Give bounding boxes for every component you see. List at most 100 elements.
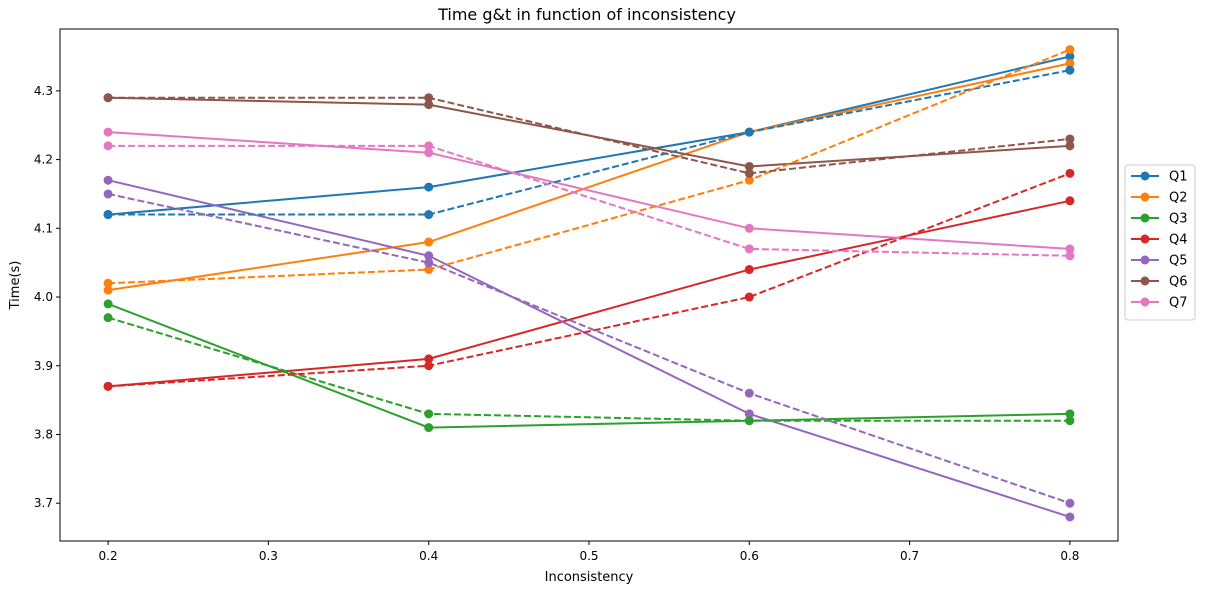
y-tick-label: 4.1 — [34, 221, 53, 235]
series-9 — [103, 313, 1075, 426]
data-point — [1065, 45, 1075, 55]
series-3 — [103, 196, 1075, 391]
series-6 — [103, 127, 1075, 254]
series-13 — [103, 141, 1075, 261]
data-point — [1065, 58, 1075, 68]
legend-marker — [1140, 276, 1150, 286]
x-tick-label: 0.8 — [1060, 549, 1079, 563]
x-tick-label: 0.2 — [99, 549, 118, 563]
series-line — [108, 48, 1071, 285]
data-point — [103, 381, 113, 391]
data-point — [1065, 251, 1075, 261]
legend-marker — [1140, 192, 1150, 202]
data-point — [103, 141, 113, 151]
data-point — [1065, 168, 1075, 178]
data-point — [424, 423, 434, 433]
x-tick-label: 0.6 — [740, 549, 759, 563]
series-line — [108, 172, 1071, 388]
x-tick-label: 0.4 — [419, 549, 438, 563]
y-axis-label: Time(s) — [8, 261, 23, 311]
legend-item: Q1 — [1131, 170, 1188, 185]
series-8 — [103, 45, 1075, 288]
y-tick-label: 4.2 — [34, 153, 53, 167]
series-line — [107, 192, 1071, 505]
y-tick-label: 3.9 — [34, 359, 53, 373]
data-point — [424, 93, 434, 103]
data-point — [744, 161, 754, 171]
x-axis-label: Inconsistency — [545, 570, 634, 585]
y-axis-ticks: 3.7 3.8 3.9 4.0 4.1 4.2 4.3 — [34, 84, 60, 510]
legend-marker — [1140, 255, 1150, 265]
series-11 — [103, 189, 1075, 508]
data-point — [103, 278, 113, 288]
series-line — [107, 302, 1070, 429]
series-line — [108, 131, 1070, 250]
data-point — [103, 210, 113, 220]
data-point — [1065, 51, 1075, 61]
x-axis-ticks: 0.2 0.3 0.4 0.5 0.6 0.7 0.8 — [99, 541, 1079, 563]
data-point — [1065, 196, 1075, 206]
data-point — [424, 258, 434, 268]
data-point — [1065, 141, 1075, 151]
data-point — [1065, 409, 1075, 419]
series-7 — [103, 65, 1075, 220]
series-line — [107, 316, 1070, 422]
data-point — [424, 100, 434, 110]
data-point — [1065, 244, 1075, 254]
legend-label: Q6 — [1169, 275, 1188, 290]
chart-title: Time g&t in function of inconsistency — [437, 5, 736, 24]
data-point — [424, 361, 434, 371]
y-tick-label: 3.7 — [34, 496, 53, 510]
x-tick-label: 0.7 — [900, 549, 919, 563]
legend-item: Q2 — [1131, 191, 1188, 206]
legend-label: Q2 — [1169, 191, 1188, 206]
y-tick-label: 3.8 — [34, 427, 53, 441]
series-10 — [103, 168, 1075, 391]
data-point — [744, 388, 754, 398]
series-12 — [103, 93, 1075, 178]
series-2 — [103, 299, 1075, 433]
legend-item: Q3 — [1131, 212, 1188, 227]
data-point — [1065, 498, 1075, 508]
plot-lines — [103, 45, 1075, 522]
legend-label: Q7 — [1169, 296, 1188, 311]
data-point — [424, 148, 434, 158]
data-point — [103, 285, 113, 295]
legend-marker — [1140, 213, 1150, 223]
series-line — [108, 55, 1071, 216]
series-1 — [103, 58, 1075, 295]
y-tick-label: 4.3 — [34, 84, 53, 98]
series-line — [107, 62, 1071, 292]
series-line — [108, 96, 1071, 175]
legend-marker — [1140, 297, 1150, 307]
legend-marker — [1140, 171, 1150, 181]
series-line — [108, 69, 1071, 216]
data-point — [744, 127, 754, 137]
data-point — [424, 409, 434, 419]
data-point — [1065, 134, 1075, 144]
data-point — [424, 182, 434, 192]
data-point — [103, 313, 113, 323]
legend-label: Q4 — [1169, 233, 1188, 248]
series-4 — [103, 175, 1075, 522]
legend-label: Q5 — [1169, 254, 1188, 269]
data-point — [424, 237, 434, 247]
data-point — [1065, 512, 1075, 522]
legend-item: Q6 — [1131, 275, 1188, 290]
data-point — [744, 223, 754, 233]
legend-item: Q4 — [1131, 233, 1188, 248]
data-point — [424, 265, 434, 275]
data-point — [744, 244, 754, 254]
data-point — [744, 168, 754, 178]
legend-item: Q7 — [1131, 296, 1188, 311]
legend-marker — [1140, 234, 1150, 244]
data-point — [1065, 65, 1075, 75]
data-point — [744, 265, 754, 275]
x-tick-label: 0.5 — [579, 549, 598, 563]
legend-label: Q1 — [1169, 170, 1188, 185]
legend: Q1 Q2 Q3 Q4 Q5 Q6 Q7 — [1124, 164, 1196, 321]
data-point — [424, 141, 434, 151]
data-point — [103, 189, 113, 199]
plot-frame — [59, 28, 1119, 542]
